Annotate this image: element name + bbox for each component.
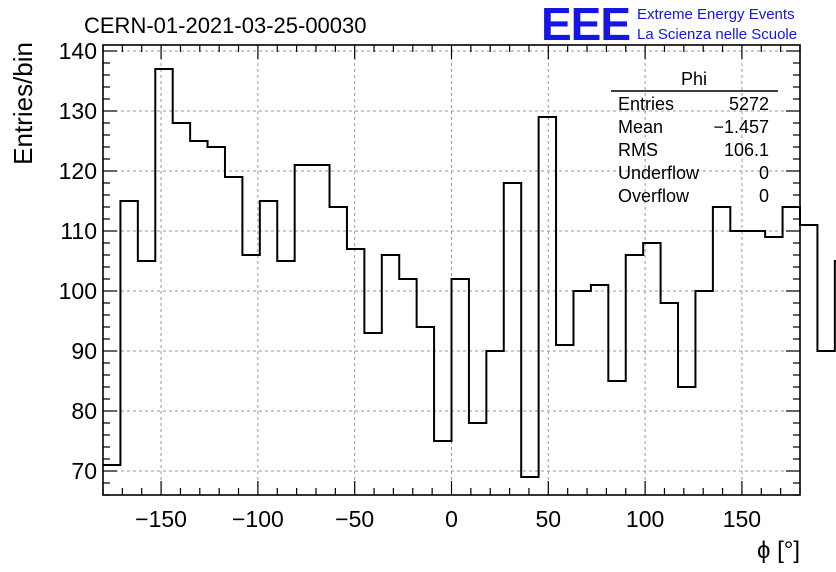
histogram-bin bbox=[469, 423, 486, 495]
histogram-bin bbox=[678, 387, 695, 495]
histogram-bin bbox=[364, 333, 381, 495]
histogram-bin bbox=[103, 465, 120, 495]
y-tick-label: 100 bbox=[59, 278, 97, 304]
y-axis-label: Entries/bin bbox=[8, 42, 38, 165]
stats-rms-label: RMS bbox=[618, 140, 658, 160]
histogram-bin bbox=[626, 255, 643, 495]
stats-title: Phi bbox=[681, 69, 707, 89]
stats-entries-label: Entries bbox=[618, 94, 674, 114]
histogram-bin bbox=[382, 255, 399, 495]
eee-logo-mark: EEE bbox=[541, 0, 630, 50]
histogram-bin bbox=[800, 225, 817, 495]
histogram-bin bbox=[765, 237, 782, 495]
y-tick-label: 70 bbox=[71, 458, 97, 484]
histogram-bin bbox=[277, 261, 294, 495]
stats-underflow-label: Underflow bbox=[618, 163, 700, 183]
x-tick-label: −150 bbox=[135, 506, 187, 532]
y-tick-label: 90 bbox=[71, 338, 97, 364]
histogram-bin bbox=[330, 207, 347, 495]
stats-entries-value: 5272 bbox=[729, 94, 769, 114]
histogram-bin bbox=[208, 147, 225, 495]
histogram-bin bbox=[120, 201, 137, 495]
histogram-bin bbox=[695, 291, 712, 495]
x-tick-label: −50 bbox=[335, 506, 374, 532]
histogram-bin bbox=[399, 279, 416, 495]
y-tick-label: 140 bbox=[59, 38, 97, 64]
histogram-bin bbox=[521, 477, 538, 495]
y-tick-label: 110 bbox=[60, 218, 97, 244]
histogram-bins bbox=[103, 68, 836, 495]
y-tick-labels: 70 80 90 100 110 120 130 140 bbox=[59, 38, 97, 484]
stats-mean-value: −1.457 bbox=[713, 117, 769, 137]
histogram-bin bbox=[347, 249, 364, 495]
histogram-bin bbox=[312, 165, 329, 495]
histogram-bin bbox=[539, 117, 556, 495]
logo-line-1: Extreme Energy Events bbox=[637, 6, 795, 23]
y-tick-label: 130 bbox=[59, 98, 97, 124]
x-tick-label: 0 bbox=[445, 506, 458, 532]
x-tick-label: 50 bbox=[536, 506, 562, 532]
histogram-bin bbox=[242, 255, 259, 495]
histogram-bin bbox=[295, 165, 312, 495]
histogram-bin bbox=[608, 381, 625, 495]
y-tick-label: 80 bbox=[71, 398, 97, 424]
x-tick-label: −100 bbox=[232, 506, 284, 532]
stats-overflow-label: Overflow bbox=[618, 186, 690, 206]
histogram-bin bbox=[591, 285, 608, 495]
histogram-bin bbox=[817, 351, 834, 495]
x-tick-label: 100 bbox=[626, 506, 664, 532]
histogram-bin bbox=[504, 183, 521, 495]
histogram-bin bbox=[486, 351, 503, 495]
histogram-bin bbox=[556, 345, 573, 495]
x-axis-label: ϕ [°] bbox=[757, 537, 800, 564]
axis-ticks bbox=[102, 45, 801, 496]
x-tick-label: 150 bbox=[723, 506, 761, 532]
histogram-outline bbox=[103, 68, 836, 478]
histogram-bin bbox=[748, 231, 765, 495]
stats-underflow-value: 0 bbox=[759, 163, 769, 183]
x-tick-labels: −150 −100 −50 0 50 100 150 bbox=[135, 506, 761, 532]
chart-title: CERN-01-2021-03-25-00030 bbox=[84, 13, 367, 38]
histogram-bin bbox=[643, 243, 660, 495]
eee-logo: EEE Extreme Energy Events La Scienza nel… bbox=[541, 0, 797, 50]
histogram-bin bbox=[573, 291, 590, 495]
y-tick-label: 120 bbox=[59, 158, 97, 184]
histogram-bin bbox=[661, 303, 678, 495]
histogram-bin bbox=[190, 141, 207, 495]
histogram-bin bbox=[713, 207, 730, 495]
histogram-bin bbox=[155, 69, 172, 495]
histogram-bin bbox=[417, 327, 434, 495]
histogram-bin bbox=[434, 441, 451, 495]
stats-mean-label: Mean bbox=[618, 117, 663, 137]
histogram-bin bbox=[173, 123, 190, 495]
histogram-bin bbox=[225, 177, 242, 495]
logo-line-2: La Scienza nelle Scuole bbox=[637, 26, 797, 43]
stats-box: Phi Entries 5272 Mean −1.457 RMS 106.1 U… bbox=[611, 69, 778, 206]
stats-overflow-value: 0 bbox=[759, 186, 769, 206]
histogram-bin bbox=[260, 201, 277, 495]
histogram-bin bbox=[452, 279, 469, 495]
stats-rms-value: 106.1 bbox=[724, 140, 769, 160]
histogram-bin bbox=[138, 261, 155, 495]
histogram-bin bbox=[730, 231, 747, 495]
